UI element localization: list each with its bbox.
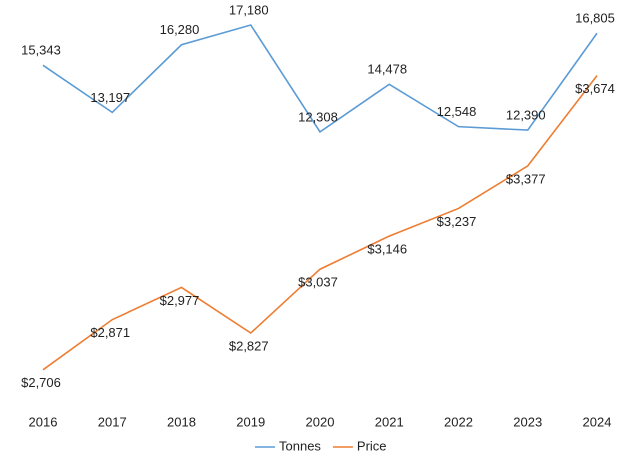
x-tick-label: 2021 <box>375 414 404 429</box>
data-label: 16,805 <box>575 11 615 26</box>
data-label: 12,308 <box>298 109 338 124</box>
x-tick-label: 2018 <box>167 414 196 429</box>
data-label: 16,280 <box>160 22 200 37</box>
data-label: 12,548 <box>437 104 477 119</box>
series-line <box>42 24 598 134</box>
x-tick-label: 2019 <box>236 414 265 429</box>
x-tick-label: 2017 <box>98 414 127 429</box>
data-label: $2,827 <box>229 338 269 353</box>
data-label: 12,390 <box>506 108 546 123</box>
data-label: $3,146 <box>367 242 407 257</box>
data-label: 17,180 <box>229 2 269 17</box>
data-label: $2,977 <box>160 293 200 308</box>
data-label: $2,706 <box>21 375 61 390</box>
x-tick-label: 2016 <box>29 414 58 429</box>
x-tick-label: 2022 <box>444 414 473 429</box>
data-label: 14,478 <box>367 62 407 77</box>
data-label: 13,197 <box>90 90 130 105</box>
series-line <box>42 75 598 371</box>
x-tick-label: 2020 <box>306 414 335 429</box>
legend-label: Tonnes <box>279 438 321 453</box>
data-label: $3,674 <box>575 81 615 96</box>
data-label: $2,871 <box>90 325 130 340</box>
x-tick-label: 2024 <box>583 414 612 429</box>
data-label: $3,377 <box>506 171 546 186</box>
data-label: $3,037 <box>298 275 338 290</box>
data-label: 15,343 <box>21 43 61 58</box>
legend-label: Price <box>357 438 387 453</box>
x-tick-label: 2023 <box>513 414 542 429</box>
data-label: $3,237 <box>437 214 477 229</box>
